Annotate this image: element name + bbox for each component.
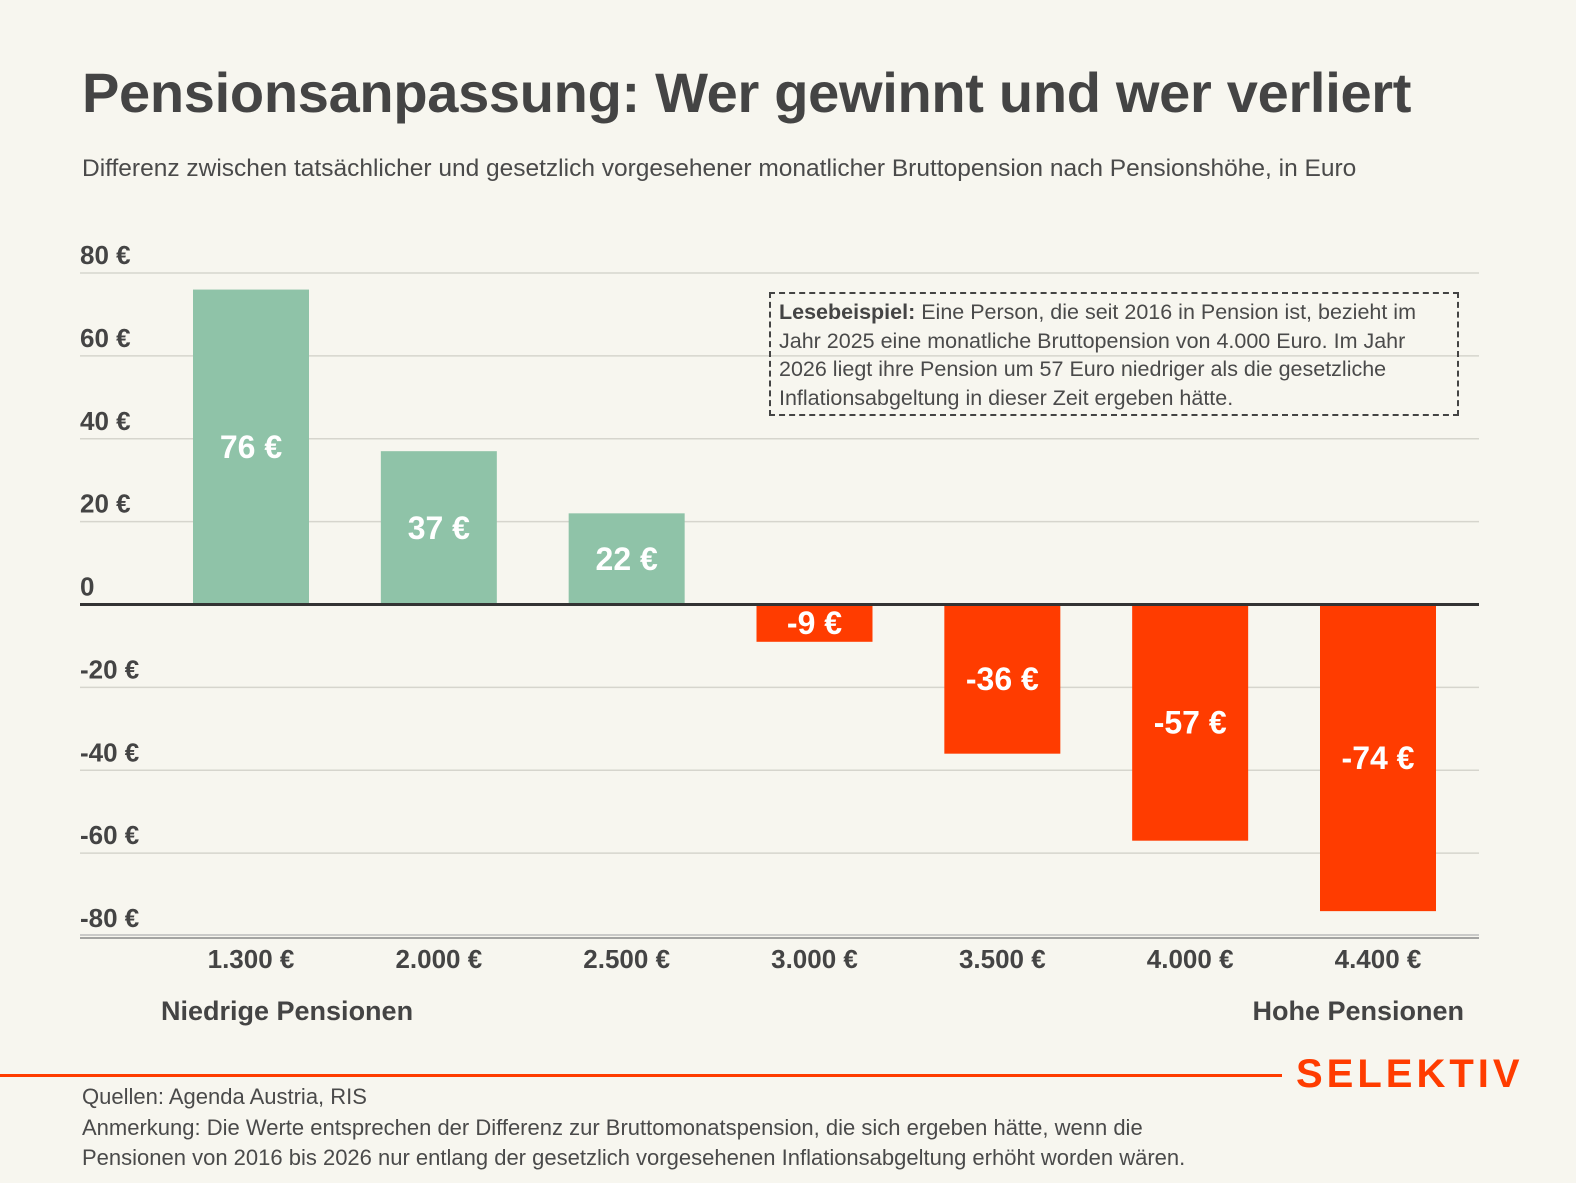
y-tick-label: -20 € — [80, 654, 139, 684]
bar-value-label: -57 € — [1154, 705, 1227, 741]
x-tick-label: 3.000 € — [771, 944, 858, 974]
x-axis-ticks: 1.300 € 2.000 € 2.500 € 3.000 € 3.500 € 4.000… — [208, 944, 1422, 974]
bar-value-label: -36 € — [966, 661, 1039, 697]
bar — [944, 604, 1061, 754]
y-tick-label: 20 € — [80, 489, 131, 519]
y-tick-label: -80 € — [80, 903, 139, 933]
bar — [756, 604, 873, 642]
y-axis-ticks: 80 € 60 € 40 € 20 € 0 -20 € -40 € -60 € -80 € — [80, 240, 139, 933]
bar — [568, 513, 685, 605]
y-tick-label: -40 € — [80, 737, 139, 767]
y-tick-label: 60 € — [80, 323, 131, 353]
bar-value-labels: 76 € 37 € 22 € -9 € -36 € -57 € -74 € — [220, 429, 1415, 776]
reading-example-label: Lesebeispiel: — [779, 300, 916, 324]
bar-value-label: -9 € — [787, 605, 842, 641]
reading-example-box: Lesebeispiel: Eine Person, die seit 2016… — [769, 292, 1459, 416]
note-line-2: Pensionen von 2016 bis 2026 nur entlang … — [82, 1145, 1186, 1170]
footer-divider — [0, 1074, 1282, 1077]
bar-value-label: -74 € — [1342, 740, 1415, 776]
y-tick-label: 80 € — [80, 240, 131, 270]
sources-text: Quellen: Agenda Austria, RIS — [82, 1084, 367, 1109]
x-tick-label: 2.000 € — [395, 944, 482, 974]
bar-value-label: 37 € — [408, 510, 470, 546]
x-tick-label: 3.500 € — [959, 944, 1046, 974]
y-tick-label: -60 € — [80, 820, 139, 850]
bar — [1132, 604, 1249, 841]
x-tick-label: 4.000 € — [1147, 944, 1234, 974]
y-tick-label: 40 € — [80, 406, 131, 436]
x-tick-label: 2.500 € — [583, 944, 670, 974]
bar — [1320, 604, 1436, 912]
bar — [380, 451, 497, 605]
x-tick-label: 4.400 € — [1335, 944, 1422, 974]
chart-title: Pensionsanpassung: Wer gewinnt und wer v… — [82, 61, 1412, 124]
footer-notes: Quellen: Agenda Austria, RIS Anmerkung: … — [82, 1082, 1185, 1174]
chart-subtitle: Differenz zwischen tatsächlicher und ges… — [82, 155, 1357, 182]
bars — [193, 289, 1436, 912]
bar-value-label: 76 € — [220, 429, 282, 465]
y-tick-label: 0 — [80, 572, 94, 602]
low-pensions-label: Niedrige Pensionen — [161, 996, 414, 1026]
high-pensions-label: Hohe Pensionen — [1252, 996, 1464, 1026]
note-line-1: Anmerkung: Die Werte entsprechen der Dif… — [82, 1114, 1143, 1140]
bar-value-label: 22 € — [596, 541, 658, 577]
reading-example-text: Eine Person, die seit 2016 in Pension is… — [779, 300, 1416, 410]
brand-logo: SELEKTIV — [1296, 1052, 1524, 1096]
x-tick-label: 1.300 € — [208, 944, 295, 974]
bar — [193, 289, 309, 605]
